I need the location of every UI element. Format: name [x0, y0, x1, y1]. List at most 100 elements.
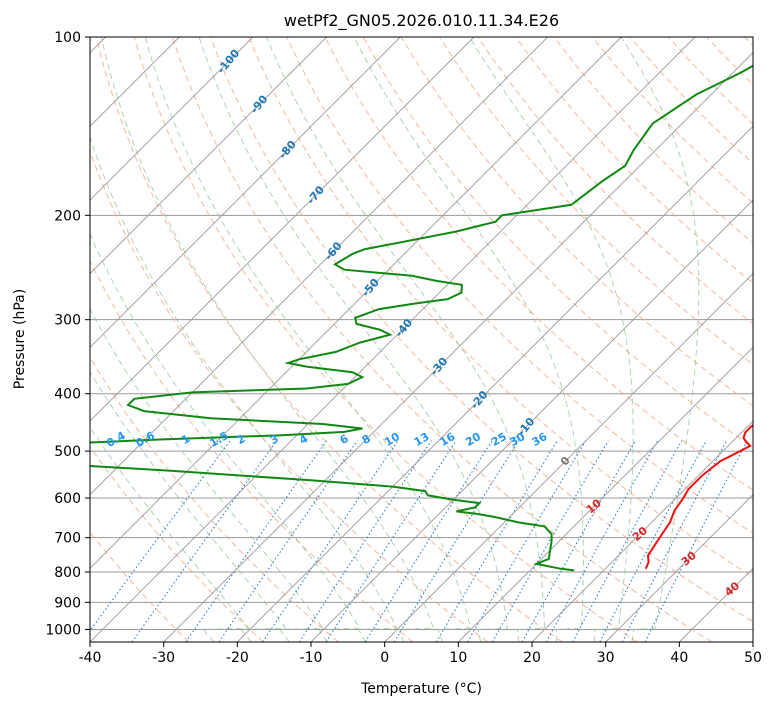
x-tick-label: 30	[597, 650, 615, 666]
isotherm--10	[310, 199, 753, 642]
y-tick-label: 600	[54, 491, 81, 507]
x-tick-label: -30	[152, 650, 175, 666]
dry-adiabat-180	[706, 37, 753, 86]
y-tick-label: 200	[54, 208, 81, 224]
dry-adiabat-70	[286, 37, 753, 534]
isotherm-40	[679, 567, 753, 642]
isotherm-0	[384, 273, 753, 642]
mixing-ratio-label-10: 10	[382, 430, 402, 449]
mixing-ratio-label-20: 20	[463, 430, 483, 449]
mixing-ratio-label-0.6: 0.6	[134, 429, 158, 450]
x-tick-label: 0	[380, 650, 389, 666]
isotherm-10	[458, 346, 753, 642]
mixing-ratio-line-20	[572, 440, 683, 642]
mixing-ratio-label-1: 1	[179, 432, 192, 447]
moist-adiabat--10	[90, 308, 324, 642]
mixing-ratio-label-36: 36	[530, 430, 550, 449]
y-tick-label: 400	[54, 387, 81, 403]
mixing-ratio-label-0.1: 0.1	[8, 429, 31, 450]
isotherm--90	[90, 37, 327, 275]
dry-adiabat-190	[744, 37, 753, 47]
x-axis-label: Temperature (°C)	[360, 681, 482, 697]
plot-frame	[89, 36, 754, 643]
x-axis: -40 -30 -20 -10 0 10 20 30 40 50	[79, 642, 762, 666]
x-tick-label: 40	[670, 650, 688, 666]
isotherm--80	[90, 37, 401, 348]
isotherm--40	[90, 37, 696, 642]
x-tick-label: -20	[226, 650, 249, 666]
y-tick-label: 1000	[45, 622, 81, 638]
mixing-ratio-line-25	[599, 440, 707, 642]
mixing-ratio-line-13	[521, 440, 637, 642]
dry-adiabats	[90, 37, 753, 642]
mixing-ratio-line-0.1	[90, 440, 231, 632]
dry-adiabat-140	[553, 37, 753, 244]
dry-adiabat-30	[133, 37, 638, 642]
y-axis-label: Pressure (hPa)	[12, 289, 28, 389]
isotherm-20	[531, 420, 753, 642]
moist-adiabats	[90, 37, 700, 642]
mixing-ratio-line-2	[325, 440, 457, 642]
x-tick-label: 50	[744, 650, 762, 666]
isotherm--60	[90, 37, 548, 496]
mixing-ratio-line-36	[644, 440, 748, 642]
mixing-ratio-label-25: 25	[489, 430, 509, 449]
dry-adiabat--10	[90, 356, 339, 642]
mixing-ratio-label-2: 2	[235, 432, 248, 447]
series-lines	[90, 64, 753, 572]
dry-adiabat-10	[90, 150, 488, 642]
moist-adiabat-30	[469, 37, 634, 642]
dry-adiabat-20	[95, 37, 563, 642]
y-tick-label: 800	[54, 565, 81, 581]
moist-adiabat-25	[353, 37, 584, 642]
dry-adiabat-50	[210, 37, 753, 623]
isotherm--70	[90, 37, 475, 422]
y-tick-label: 900	[54, 595, 81, 611]
dry-adiabat--20	[90, 445, 264, 642]
x-tick-label: 10	[449, 650, 467, 666]
mixing-ratio-line-3	[364, 440, 493, 642]
moist-adiabat-15	[198, 37, 509, 642]
moist-adiabat--15	[90, 370, 287, 642]
mixing-ratio-line-0.2	[131, 440, 278, 642]
mixing-ratio-line-16	[545, 440, 659, 642]
mixing-ratio-line-4	[393, 440, 520, 642]
y-axis: 100 200 300 400 500 600 700 800 900 1000	[45, 30, 90, 638]
mixing-ratio-line-1	[262, 440, 399, 642]
moist-adiabat-35	[620, 37, 700, 642]
mixing-ratio-label-16: 16	[438, 430, 458, 449]
dry-adiabat-80	[324, 37, 753, 491]
mixing-ratio-label-0.4: 0.4	[104, 429, 128, 450]
mixing-ratio-label-13: 13	[412, 430, 432, 449]
dry-adiabat--30	[90, 531, 190, 642]
grid-lines	[90, 37, 753, 630]
plot-area: 10203040-100-90-80-70-60-50-40-30-20-100…	[8, 37, 753, 642]
mixing-ratio-line-6	[435, 440, 558, 642]
dewpoint-profile	[90, 64, 753, 572]
isotherms	[90, 37, 753, 642]
moist-adiabat-10	[144, 37, 472, 642]
dry-adiabat-130	[515, 37, 753, 284]
moist-adiabat-label--100: -100	[215, 47, 243, 77]
moist-adiabat-0	[90, 135, 398, 642]
dry-adiabat-150	[591, 37, 753, 204]
isotherm--50	[90, 37, 622, 569]
x-tick-label: 20	[523, 650, 541, 666]
dry-adiabat-170	[668, 37, 753, 125]
chart-title: wetPf2_GN05.2026.010.11.34.E26	[284, 11, 559, 31]
isotherm--20	[237, 125, 753, 642]
mixing-ratio-label-6: 6	[338, 432, 351, 447]
temperature-profile	[644, 424, 753, 570]
mixing-ratio-line-0.4	[185, 440, 328, 642]
moist-adiabat-5	[100, 37, 435, 642]
x-tick-label: -40	[79, 650, 102, 666]
isotherm--30	[163, 52, 753, 642]
y-tick-label: 700	[54, 531, 81, 547]
mixing-ratio-label-3: 3	[268, 432, 281, 447]
moist-adiabat--20	[90, 426, 250, 642]
y-tick-label: 500	[54, 444, 81, 460]
moist-adiabat--5	[90, 232, 361, 642]
mixing-ratio-line-8	[467, 440, 587, 642]
moist-adiabat-20	[266, 37, 545, 642]
